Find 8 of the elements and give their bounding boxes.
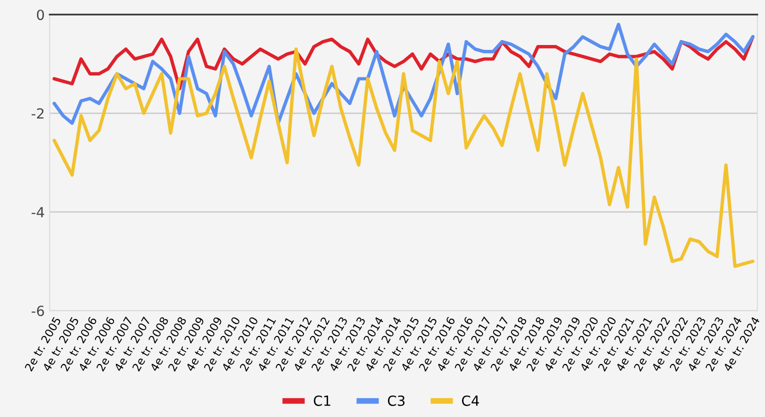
legend-label: C3	[388, 395, 405, 406]
y-tick-label: -2	[32, 108, 44, 119]
y-tick-label: -4	[32, 207, 44, 218]
legend-label: C1	[314, 395, 330, 406]
legend-label: C4	[462, 395, 479, 406]
y-tick-label: 0	[36, 10, 44, 20]
line-series	[52, 47, 755, 268]
y-tick-label: -6	[32, 306, 44, 316]
